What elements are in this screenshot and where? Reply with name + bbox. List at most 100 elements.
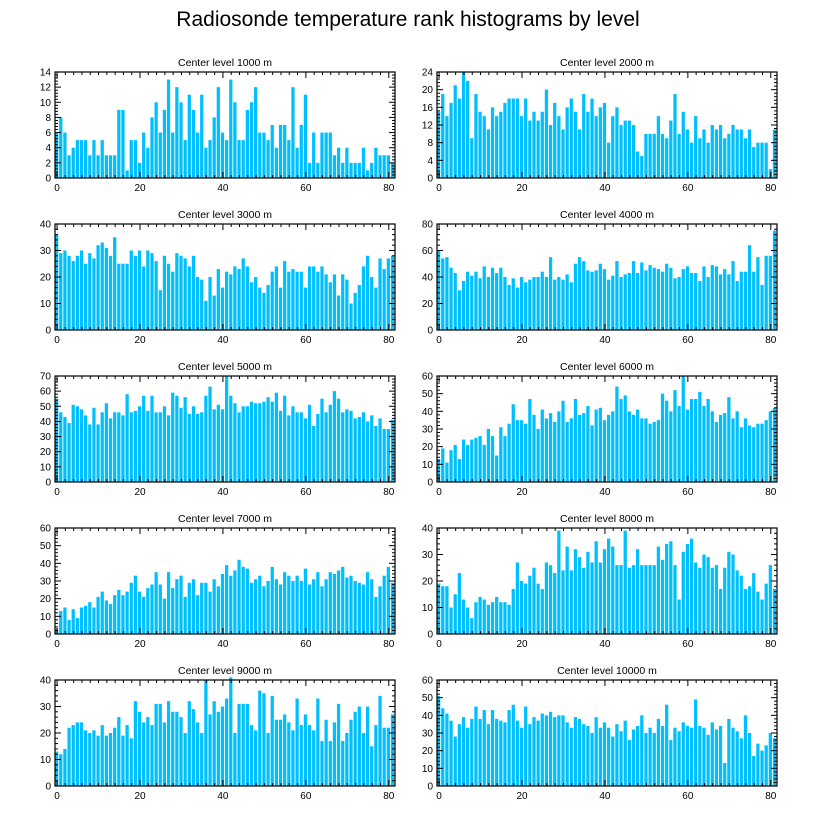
bar: [386, 566, 390, 634]
bar: [237, 412, 241, 482]
bar: [361, 412, 366, 482]
bar: [441, 448, 445, 482]
bar: [121, 415, 125, 482]
bar: [195, 722, 200, 786]
bar: [137, 711, 142, 786]
bar: [262, 292, 266, 330]
bar: [615, 565, 619, 634]
bar: [365, 170, 370, 178]
bar: [636, 409, 640, 482]
bar: [731, 727, 735, 786]
bar: [611, 546, 615, 634]
bar: [656, 116, 661, 178]
bar: [154, 703, 158, 786]
bar: [598, 727, 602, 786]
bar: [743, 588, 748, 634]
bar: [602, 102, 607, 178]
bar: [511, 98, 515, 178]
y-tick-label: 0: [45, 326, 51, 337]
bar: [133, 575, 138, 634]
bar: [747, 245, 752, 330]
bar: [449, 267, 453, 330]
bar: [598, 107, 602, 178]
bar: [208, 140, 212, 178]
x-tick-label: 80: [383, 335, 395, 346]
bar: [702, 406, 706, 482]
bar: [113, 155, 117, 178]
bar: [764, 255, 768, 330]
bar: [685, 129, 690, 178]
x-tick-label: 40: [599, 639, 611, 650]
bar: [519, 420, 524, 482]
bar: [553, 573, 557, 634]
bar: [752, 755, 756, 786]
bar: [623, 274, 627, 330]
bar: [79, 409, 84, 482]
bar: [370, 579, 374, 634]
y-tick-label: 12: [422, 121, 434, 132]
bar: [557, 530, 561, 634]
bar: [457, 573, 461, 634]
bar: [677, 731, 681, 786]
bar: [162, 722, 167, 786]
x-tick-label: 20: [516, 335, 528, 346]
bar: [125, 591, 129, 634]
y-tick-label: 20: [422, 746, 434, 757]
bar: [183, 140, 187, 178]
bar: [158, 290, 162, 330]
bar: [287, 271, 291, 330]
bar: [743, 715, 748, 786]
bar: [200, 733, 204, 786]
bar: [499, 602, 503, 634]
bar: [532, 567, 536, 634]
bar: [665, 138, 669, 178]
bar: [702, 129, 706, 178]
bar: [88, 155, 92, 178]
bar: [307, 404, 312, 482]
bar: [274, 579, 279, 634]
bar: [96, 245, 100, 330]
bar: [528, 398, 532, 482]
bar: [175, 253, 179, 330]
bar: [71, 147, 75, 178]
bar: [586, 551, 590, 634]
bar: [528, 279, 532, 330]
y-tick-label: 70: [40, 372, 52, 383]
bar: [486, 604, 491, 634]
bar: [772, 588, 777, 634]
bar: [752, 573, 756, 634]
bar: [357, 706, 361, 786]
bar: [274, 719, 279, 786]
bar: [772, 230, 777, 331]
plot-frame: [54, 375, 396, 483]
bar: [254, 579, 258, 634]
bar: [461, 439, 466, 482]
bar: [84, 140, 88, 178]
x-tick-label: 60: [682, 183, 694, 194]
bar: [631, 125, 636, 178]
chart-panel-6: Center level 6000 m 0 20 40 60 80 0 10 20 30 40 50 6…: [422, 361, 778, 498]
bar: [254, 403, 258, 482]
bar: [345, 733, 349, 786]
bar: [113, 237, 117, 330]
bar: [482, 444, 486, 482]
bar: [63, 748, 67, 786]
bar: [191, 579, 196, 634]
bar: [278, 584, 283, 634]
y-tick-label: 24: [422, 68, 434, 79]
bar: [470, 138, 474, 178]
bar: [270, 271, 274, 330]
bar: [457, 724, 461, 786]
bar: [262, 132, 266, 178]
x-tick-label: 80: [765, 183, 777, 194]
bar: [528, 120, 532, 178]
bar: [187, 701, 191, 786]
bar: [237, 140, 241, 178]
bar: [278, 287, 283, 330]
bar: [332, 274, 337, 330]
x-tick-label: 0: [54, 183, 60, 194]
bar: [631, 261, 636, 330]
bar: [142, 132, 146, 178]
bar: [486, 129, 491, 178]
bar: [336, 295, 341, 330]
